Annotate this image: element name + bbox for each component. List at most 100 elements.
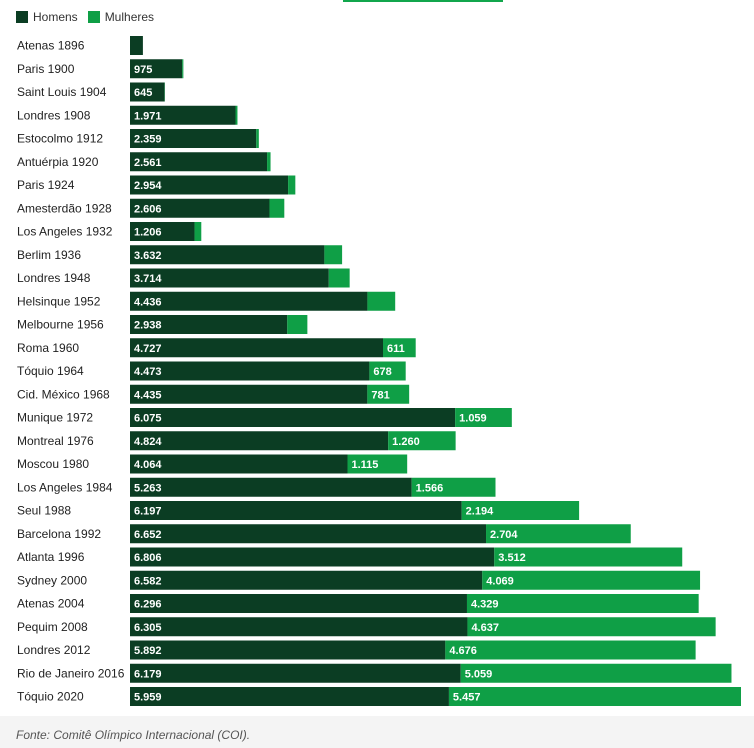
source-note: Fonte: Comitê Olímpico Internacional (CO… — [16, 728, 251, 742]
bar-men — [130, 687, 449, 706]
data-label-women: 4.676 — [449, 645, 477, 657]
data-label-men: 2.954 — [134, 180, 162, 192]
bar-women — [267, 152, 271, 172]
bar-women — [347, 454, 408, 474]
category-label: Tóquio 1964 — [17, 364, 84, 378]
category-label: Los Angeles 1932 — [17, 225, 113, 239]
bar-men — [130, 198, 270, 218]
data-label-men: 6.075 — [134, 413, 162, 425]
category-label: Paris 1900 — [17, 62, 75, 76]
legend-item-men: Homens — [16, 10, 78, 24]
data-label-women: 5.457 — [453, 692, 481, 704]
legend-swatch-men — [16, 11, 28, 23]
bar-men — [130, 501, 462, 520]
bar-women — [367, 384, 410, 404]
category-label: Atenas 2004 — [17, 597, 85, 611]
category-label: Melbourne 1956 — [17, 318, 104, 332]
bar-women — [328, 268, 350, 288]
category-label: Pequim 2008 — [17, 620, 88, 634]
bar-men — [130, 315, 288, 334]
data-label-men: 645 — [134, 87, 152, 99]
bar-women — [256, 129, 259, 148]
bar-women — [388, 431, 456, 451]
stacked-bar-chart: Atenas 1896 Paris 1900 975 Saint Louis 1904… — [17, 36, 741, 706]
bar-men — [130, 222, 195, 241]
data-label-women: 5.059 — [465, 668, 493, 680]
bar-men — [130, 36, 143, 55]
data-label-women: 678 — [373, 366, 391, 378]
category-label: Londres 2012 — [17, 643, 91, 657]
bar-men — [130, 384, 368, 404]
bar-men — [130, 570, 483, 590]
bar-men — [130, 640, 446, 660]
bar-men — [130, 59, 183, 79]
category-label: Moscou 1980 — [17, 457, 89, 471]
bar-women — [448, 687, 741, 706]
bar-women — [445, 640, 696, 660]
data-label-women: 2.194 — [466, 506, 494, 518]
category-label: Antuérpia 1920 — [17, 155, 99, 169]
category-label: Cid. México 1968 — [17, 387, 110, 401]
bar-men — [130, 82, 165, 102]
legend-swatch-women — [87, 11, 100, 23]
data-label-women: 1.059 — [459, 413, 487, 425]
legend-item-women: Mulheres — [87, 10, 155, 24]
bar-men — [130, 431, 389, 451]
data-label-men: 4.824 — [134, 436, 162, 448]
bar-women — [382, 338, 416, 358]
bar-men — [130, 361, 370, 381]
bar-women — [369, 361, 406, 381]
bar-women — [235, 105, 238, 125]
data-label-men: 5.959 — [134, 692, 162, 704]
bar-men — [130, 594, 467, 613]
data-label-men: 6.197 — [134, 506, 162, 518]
data-label-men: 2.561 — [134, 157, 162, 169]
category-label: Amesterdão 1928 — [17, 201, 112, 215]
bar-men — [130, 268, 329, 288]
data-label-men: 5.263 — [134, 482, 162, 494]
data-label-men: 4.064 — [134, 459, 162, 471]
category-label: Londres 1948 — [17, 271, 91, 285]
bar-women — [288, 175, 296, 195]
legend-label-men: Homens — [33, 10, 78, 24]
category-label: Saint Louis 1904 — [17, 85, 107, 99]
category-label: Montreal 1976 — [17, 434, 94, 448]
bar-women — [460, 663, 732, 683]
bar-men — [130, 129, 257, 148]
category-label: Estocolmo 1912 — [17, 132, 103, 146]
bar-women — [461, 501, 580, 520]
legend: Homens Mulheres — [16, 9, 164, 25]
category-label: Atenas 1896 — [17, 39, 85, 53]
category-label: Paris 1924 — [17, 178, 75, 192]
bar-men — [130, 105, 236, 125]
data-label-men: 4.473 — [134, 366, 162, 378]
data-label-women: 1.566 — [416, 482, 444, 494]
bar-men — [130, 175, 289, 195]
bar-women — [486, 524, 631, 544]
bar-women — [467, 617, 716, 637]
bar-men — [130, 617, 468, 637]
data-label-women: 1.260 — [392, 436, 420, 448]
bar-women — [482, 570, 701, 590]
data-label-men: 6.179 — [134, 668, 162, 680]
bar-women — [182, 59, 184, 79]
data-label-men: 6.582 — [134, 575, 162, 587]
category-label: Munique 1972 — [17, 411, 93, 425]
legend-label-women: Mulheres — [104, 10, 155, 24]
data-label-men: 6.296 — [134, 599, 162, 611]
bar-men — [130, 338, 383, 358]
data-label-men: 4.727 — [134, 343, 162, 355]
bar-men — [130, 408, 456, 427]
bar-men — [130, 547, 495, 567]
data-label-men: 2.606 — [134, 203, 162, 215]
data-label-men: 2.938 — [134, 320, 162, 332]
data-label-men: 2.359 — [134, 134, 162, 146]
footer: Fonte: Comitê Olímpico Internacional (CO… — [0, 716, 754, 748]
data-label-women: 4.069 — [486, 575, 514, 587]
data-label-men: 6.652 — [134, 529, 162, 541]
data-label-men: 3.714 — [134, 273, 162, 285]
category-label: Londres 1908 — [17, 108, 91, 122]
data-label-men: 1.971 — [134, 110, 162, 122]
category-label: Helsinque 1952 — [17, 294, 101, 308]
bar-men — [130, 152, 268, 172]
